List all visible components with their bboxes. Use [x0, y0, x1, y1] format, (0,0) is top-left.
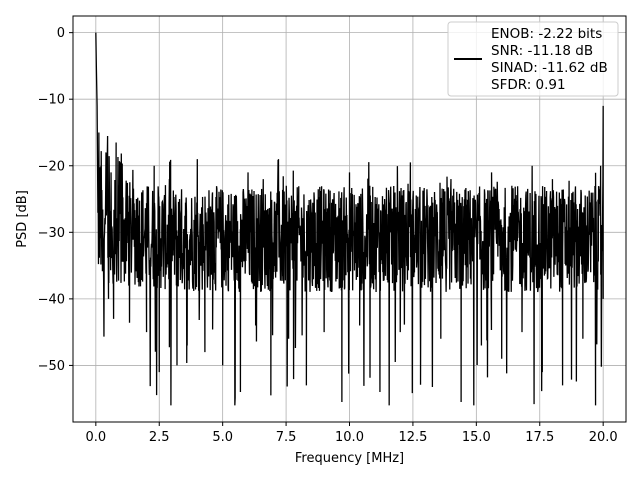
x-tick-label: 12.5 — [398, 430, 427, 445]
x-tick-label: 5.0 — [212, 430, 233, 445]
legend-sfdr: SFDR: 0.91 — [491, 77, 566, 93]
legend-enob: ENOB: -2.22 bits — [491, 26, 602, 42]
y-tick-label: −50 — [38, 359, 65, 374]
x-tick-label: 15.0 — [462, 430, 491, 445]
legend-sinad: SINAD: -11.62 dB — [491, 60, 608, 76]
x-tick-label: 17.5 — [525, 430, 554, 445]
axis-ticks: 0.0 2.5 5.0 7.5 10.0 12.5 15.0 17.5 20.0 0 −10 −20 −… — [38, 26, 618, 445]
legend: ENOB: -2.22 bits SNR: -11.18 dB SINAD: -… — [447, 21, 619, 97]
psd-trace-group — [95, 32, 604, 406]
y-axis-label: PSD [dB] — [15, 190, 30, 248]
y-tick-label: −20 — [38, 159, 65, 174]
y-tick-label: −30 — [38, 226, 65, 241]
x-tick-label: 7.5 — [276, 430, 297, 445]
psd-trace-line — [95, 32, 604, 406]
x-tick-label: 20.0 — [589, 430, 618, 445]
y-tick-label: 0 — [57, 26, 65, 41]
x-tick-label: 10.0 — [335, 430, 364, 445]
legend-snr: SNR: -11.18 dB — [491, 43, 593, 59]
x-axis-label: Frequency [MHz] — [295, 451, 404, 466]
x-tick-label: 0.0 — [85, 430, 106, 445]
x-tick-label: 2.5 — [149, 430, 170, 445]
y-tick-label: −40 — [38, 292, 65, 307]
y-tick-label: −10 — [38, 93, 65, 108]
legend-box — [447, 21, 619, 97]
